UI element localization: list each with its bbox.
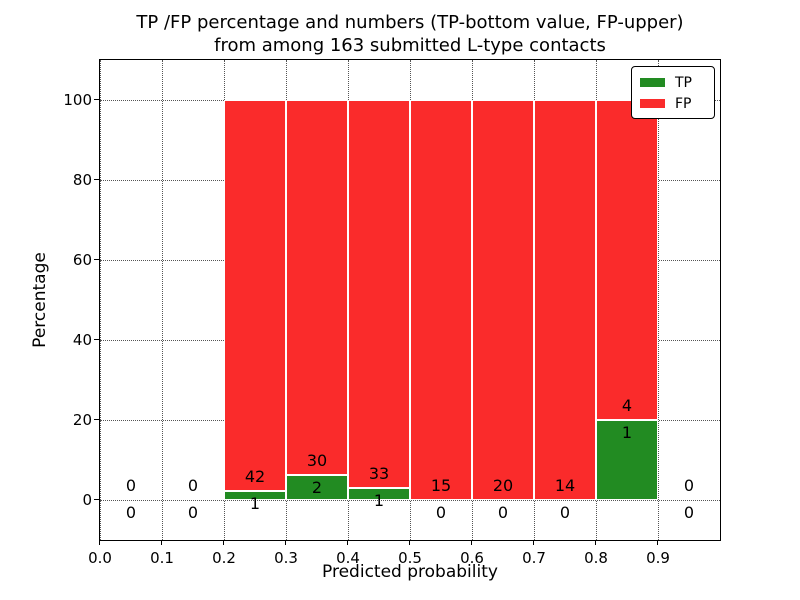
bar-tp-3 bbox=[286, 475, 348, 500]
fp-swatch-icon bbox=[640, 99, 665, 108]
x-tick-label-0.3: 0.3 bbox=[274, 549, 298, 567]
x-gridline-0.1 bbox=[161, 60, 163, 540]
x-tick-label-0.5: 0.5 bbox=[398, 549, 422, 567]
fp-count-label-5: 15 bbox=[430, 476, 452, 495]
bar-fp-5 bbox=[410, 100, 472, 500]
x-tick-0.7 bbox=[533, 540, 535, 545]
bar-tp-8 bbox=[596, 420, 658, 500]
x-tick-label-0.4: 0.4 bbox=[336, 549, 360, 567]
bar-fp-2 bbox=[224, 100, 286, 491]
bar-tp-2 bbox=[224, 490, 286, 500]
x-tick-0.4 bbox=[347, 540, 349, 545]
tp-count-label-6: 0 bbox=[497, 503, 509, 522]
x-tick-label-0.6: 0.6 bbox=[460, 549, 484, 567]
y-tick-label-60: 60 bbox=[72, 251, 92, 269]
bar-tp-4 bbox=[348, 488, 410, 500]
y-tick-label-40: 40 bbox=[72, 331, 92, 349]
x-gridline-0.0 bbox=[99, 60, 101, 540]
y-tick-60 bbox=[93, 259, 99, 261]
tp-count-label-4: 1 bbox=[373, 491, 385, 511]
fp-count-label-0: 0 bbox=[125, 476, 137, 495]
x-tick-label-0.1: 0.1 bbox=[150, 549, 174, 567]
tp-count-label-1: 0 bbox=[187, 503, 199, 522]
legend-label-fp: FP bbox=[675, 95, 692, 112]
bar-fp-6 bbox=[472, 100, 534, 500]
bar-fp-3 bbox=[286, 100, 348, 475]
bar-fp-4 bbox=[348, 100, 410, 489]
x-tick-label-0.2: 0.2 bbox=[212, 549, 236, 567]
y-tick-100 bbox=[93, 99, 99, 101]
x-tick-0.8 bbox=[595, 540, 597, 545]
x-gridline-0.9 bbox=[657, 60, 659, 540]
fp-count-label-7: 14 bbox=[554, 476, 576, 495]
x-tick-0.5 bbox=[409, 540, 411, 545]
y-tick-40 bbox=[93, 339, 99, 341]
legend-item-fp: FP bbox=[640, 95, 706, 112]
y-tick-label-20: 20 bbox=[72, 411, 92, 429]
tp-count-label-9: 0 bbox=[683, 503, 695, 522]
y-gridline-0 bbox=[100, 499, 720, 501]
tp-count-label-5: 0 bbox=[435, 503, 447, 522]
y-tick-80 bbox=[93, 179, 99, 181]
fp-count-label-8: 4 bbox=[621, 396, 633, 415]
x-tick-0.6 bbox=[471, 540, 473, 545]
legend: TP FP bbox=[631, 66, 715, 119]
x-tick-label-0.0: 0.0 bbox=[88, 549, 112, 567]
x-tick-0.1 bbox=[161, 540, 163, 545]
chart-title-line1: TP /FP percentage and numbers (TP-bottom… bbox=[136, 12, 684, 33]
chart-title-line2: from among 163 submitted L-type contacts bbox=[214, 35, 606, 56]
x-axis-title: Predicted probability bbox=[322, 562, 498, 582]
y-tick-label-0: 0 bbox=[82, 491, 92, 509]
fp-count-label-3: 30 bbox=[306, 451, 328, 470]
legend-label-tp: TP bbox=[675, 74, 692, 91]
x-tick-0.2 bbox=[223, 540, 225, 545]
y-tick-label-80: 80 bbox=[72, 171, 92, 189]
fp-count-label-6: 20 bbox=[492, 476, 514, 495]
y-tick-label-100: 100 bbox=[63, 91, 92, 109]
x-tick-label-0.8: 0.8 bbox=[584, 549, 608, 567]
x-tick-label-0.7: 0.7 bbox=[522, 549, 546, 567]
x-tick-0.0 bbox=[99, 540, 101, 545]
y-tick-0 bbox=[93, 499, 99, 501]
x-tick-label-0.9: 0.9 bbox=[646, 549, 670, 567]
x-tick-0.3 bbox=[285, 540, 287, 545]
chart-title: TP /FP percentage and numbers (TP-bottom… bbox=[100, 11, 720, 57]
fp-count-label-1: 0 bbox=[187, 476, 199, 495]
tp-swatch-icon bbox=[640, 78, 665, 87]
fp-count-label-4: 33 bbox=[368, 464, 390, 484]
fp-count-label-9: 0 bbox=[683, 476, 695, 495]
fp-count-label-2: 42 bbox=[244, 466, 266, 486]
tp-count-label-3: 2 bbox=[311, 478, 323, 497]
legend-item-tp: TP bbox=[640, 74, 706, 91]
bar-fp-7 bbox=[534, 100, 596, 500]
tp-count-label-0: 0 bbox=[125, 503, 137, 522]
tp-count-label-2: 1 bbox=[249, 493, 261, 513]
plot-area: TP FP 0.0 0.1 0.2 0.3 0.4 0.5 0.6 0.7 0.8 0.9 0 20 4… bbox=[63, 59, 721, 567]
x-tick-0.9 bbox=[657, 540, 659, 545]
tp-count-label-7: 0 bbox=[559, 503, 571, 522]
y-tick-20 bbox=[93, 419, 99, 421]
bar-fp-8 bbox=[596, 100, 658, 420]
tp-count-label-8: 1 bbox=[621, 423, 633, 442]
